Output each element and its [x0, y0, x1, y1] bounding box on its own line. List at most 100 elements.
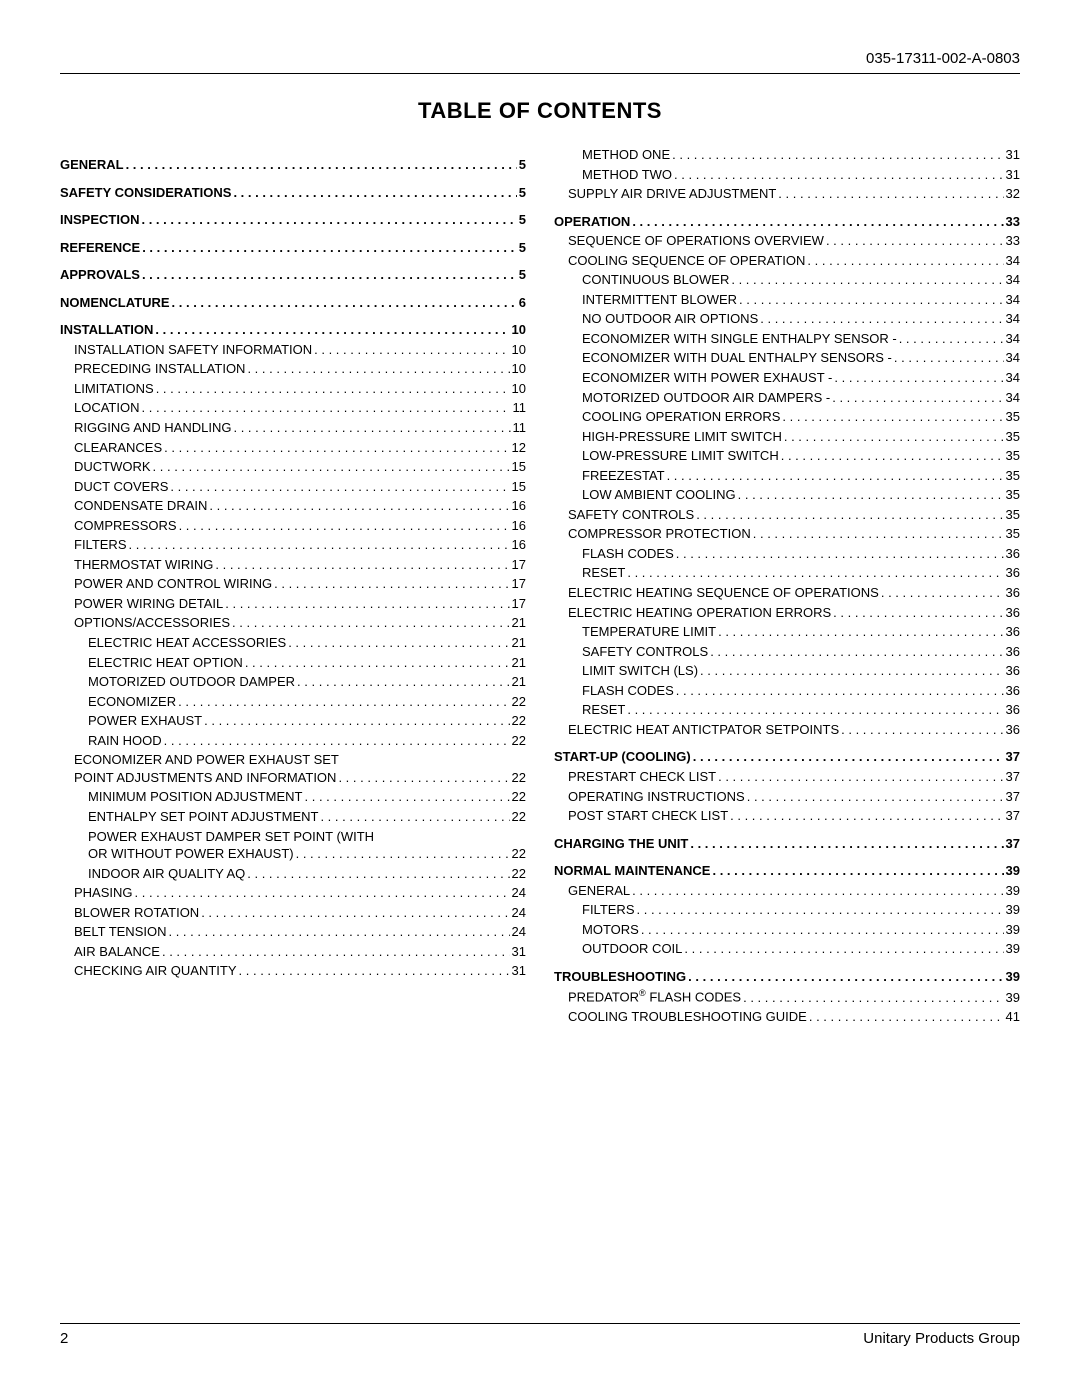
- toc-page: 31: [1006, 146, 1020, 164]
- toc-entry: PHASING 24: [60, 884, 526, 902]
- toc-entry: COMPRESSORS16: [60, 517, 526, 535]
- toc-label: NORMAL MAINTENANCE: [554, 862, 710, 880]
- toc-leader: [129, 536, 510, 554]
- toc-leader: [168, 923, 509, 941]
- toc-leader: [718, 768, 1003, 786]
- toc-label: MOTORS: [582, 921, 639, 939]
- toc-page: 32: [1006, 185, 1020, 203]
- page-title: TABLE OF CONTENTS: [60, 98, 1020, 124]
- toc-label: OUTDOOR COIL: [582, 940, 682, 958]
- toc-page: 16: [512, 497, 526, 515]
- toc-page: 35: [1006, 486, 1020, 504]
- toc-entry: INTERMITTENT BLOWER34: [554, 291, 1020, 309]
- toc-entry: REFERENCE5: [60, 239, 526, 257]
- toc-page: 11: [513, 399, 527, 417]
- toc-label: ELECTRIC HEAT ACCESSORIES: [88, 634, 286, 652]
- toc-label: ELECTRIC HEATING OPERATION ERRORS: [568, 604, 831, 622]
- toc-leader: [178, 693, 509, 711]
- toc-label: NOMENCLATURE: [60, 294, 170, 312]
- toc-page: 36: [1006, 721, 1020, 739]
- toc-label: MINIMUM POSITION ADJUSTMENT: [88, 788, 303, 806]
- toc-leader: [778, 185, 1003, 203]
- toc-leader: [641, 921, 1004, 939]
- toc-leader: [637, 901, 1004, 919]
- toc-leader: [674, 166, 1004, 184]
- toc-page: 37: [1006, 768, 1020, 786]
- toc-leader: [204, 712, 509, 730]
- toc-leader: [693, 748, 1004, 766]
- toc-entry: OPERATING INSTRUCTIONS37: [554, 788, 1020, 806]
- toc-entry: PREDATOR® FLASH CODES39: [554, 987, 1020, 1006]
- toc-label: COMPRESSOR PROTECTION: [568, 525, 751, 543]
- toc-label: CONTINUOUS BLOWER: [582, 271, 729, 289]
- toc-leader: [314, 341, 509, 359]
- toc-leader: [245, 654, 510, 672]
- toc-page: 35: [1006, 447, 1020, 465]
- toc-entry: PRECEDING INSTALLATION10: [60, 360, 526, 378]
- toc-page: 11: [513, 419, 527, 437]
- toc-label: ECONOMIZER WITH POWER EXHAUST -: [582, 369, 832, 387]
- toc-leader: [172, 294, 517, 312]
- toc-page: 34: [1006, 271, 1020, 289]
- toc-entry: ECONOMIZER22: [60, 693, 526, 711]
- toc-entry: OPERATION33: [554, 213, 1020, 231]
- toc-leader: [718, 623, 1003, 641]
- toc-page: 22: [512, 865, 526, 883]
- toc-page: 36: [1006, 682, 1020, 700]
- toc-leader: [712, 862, 1003, 880]
- toc-leader: [753, 525, 1004, 543]
- toc-entry: ECONOMIZER WITH POWER EXHAUST -34: [554, 369, 1020, 387]
- footer-group-name: Unitary Products Group: [863, 1330, 1020, 1347]
- toc-label: POST START CHECK LIST: [568, 807, 728, 825]
- footer-row: 2 Unitary Products Group: [60, 1330, 1020, 1347]
- toc-page: 21: [512, 654, 526, 672]
- toc-page: 33: [1006, 213, 1020, 231]
- toc-label: LIMIT SWITCH (LS): [582, 662, 698, 680]
- toc-page: 35: [1006, 506, 1020, 524]
- toc-leader: [142, 239, 517, 257]
- toc-leader: [201, 904, 509, 922]
- toc-label: COOLING OPERATION ERRORS: [582, 408, 780, 426]
- toc-page: 17: [512, 556, 526, 574]
- toc-leader: [135, 884, 510, 902]
- toc-leader: [832, 389, 1003, 407]
- rule-bottom: [60, 1323, 1020, 1324]
- toc-page: 34: [1006, 310, 1020, 328]
- toc-leader: [676, 682, 1004, 700]
- toc-leader: [126, 156, 517, 174]
- toc-label: POWER EXHAUST DAMPER SET POINT (WITH: [88, 828, 526, 846]
- toc-leader: [834, 369, 1003, 387]
- toc-leader: [215, 556, 509, 574]
- toc-label: BELT TENSION: [74, 923, 166, 941]
- toc-entry: LIMITATIONS10: [60, 380, 526, 398]
- toc-page: 39: [1006, 862, 1020, 880]
- toc-page: 31: [1006, 166, 1020, 184]
- toc-label: THERMOSTAT WIRING: [74, 556, 213, 574]
- toc-page: 22: [512, 732, 526, 750]
- toc-label: ECONOMIZER WITH SINGLE ENTHALPY SENSOR -: [582, 330, 897, 348]
- toc-label: SUPPLY AIR DRIVE ADJUSTMENT: [568, 185, 776, 203]
- toc-label: PHASING: [74, 884, 133, 902]
- toc-leader: [807, 252, 1003, 270]
- toc-page: 10: [512, 380, 526, 398]
- page: 035-17311-002-A-0803 TABLE OF CONTENTS G…: [0, 0, 1080, 1397]
- document-number: 035-17311-002-A-0803: [60, 50, 1020, 67]
- toc-page: 10: [512, 360, 526, 378]
- toc-leader: [894, 349, 1004, 367]
- toc-label: POWER EXHAUST: [88, 712, 202, 730]
- toc-page: 34: [1006, 389, 1020, 407]
- toc-page: 37: [1006, 788, 1020, 806]
- toc-label: PRESTART CHECK LIST: [568, 768, 716, 786]
- toc-leader: [782, 408, 1003, 426]
- footer-page-number: 2: [60, 1330, 68, 1347]
- toc-entry: MOTORIZED OUTDOOR DAMPER21: [60, 673, 526, 691]
- toc-page: 10: [512, 321, 526, 339]
- toc-page: 39: [1006, 989, 1020, 1007]
- toc-page: 31: [512, 962, 526, 980]
- toc-label: COOLING SEQUENCE OF OPERATION: [568, 252, 805, 270]
- toc-page: 24: [512, 884, 526, 902]
- toc-entry: POWER AND CONTROL WIRING17: [60, 575, 526, 593]
- toc-label: COMPRESSORS: [74, 517, 177, 535]
- toc-entry: INSTALLATION10: [60, 321, 526, 339]
- toc-entry: OPTIONS/ACCESSORIES21: [60, 614, 526, 632]
